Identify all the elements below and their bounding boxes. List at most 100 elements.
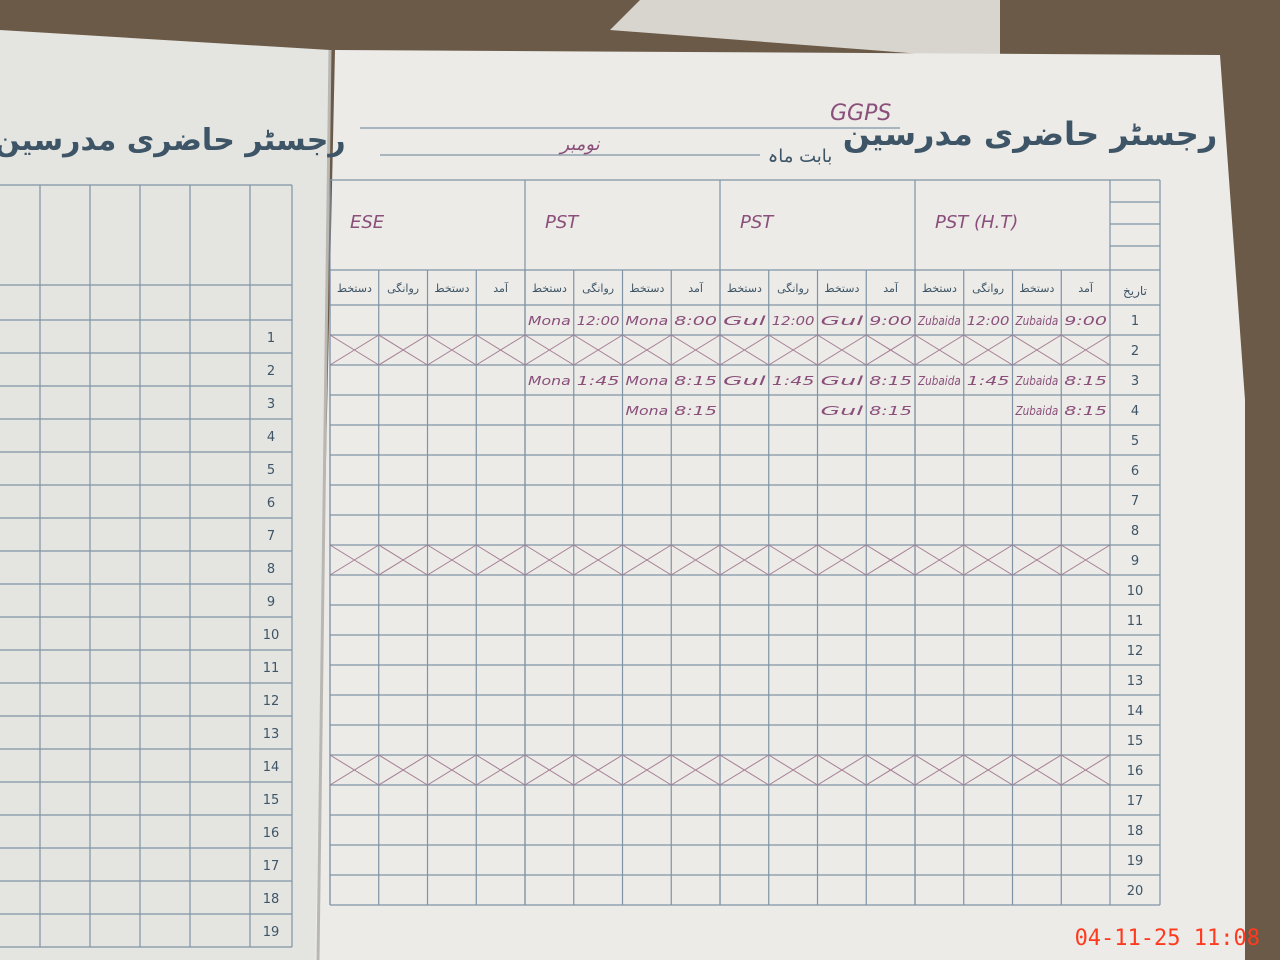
date-number: 19 [1127,854,1144,869]
paper-behind [610,0,1000,60]
holiday-cross [1012,334,1062,366]
column-header: آمد [1078,281,1094,295]
left-date-number: 3 [267,397,275,412]
left-date-number: 7 [267,529,275,544]
left-date-number: 11 [263,661,280,676]
column-header: دستخط [727,282,762,295]
book-spine [316,49,332,960]
date-number: 10 [1127,584,1144,599]
holiday-cross [378,754,428,786]
date-number: 14 [1127,704,1144,719]
attendance-entry: 1:45 [772,374,815,388]
attendance-entry: 1:45 [967,374,1010,388]
holiday-cross [475,334,526,366]
column-header: روانگی [972,282,1004,295]
date-number: 4 [1131,404,1139,419]
column-header: دستخط [922,282,957,295]
holiday-cross [329,544,380,576]
column-header: دستخط [1019,282,1054,295]
date-number: 2 [1131,344,1139,359]
designation: PST [545,212,580,233]
holiday-cross [1060,754,1111,786]
holiday-cross [914,754,965,786]
holiday-cross [768,544,818,576]
holiday-cross [768,754,818,786]
left-page-title: رجسٹر حاضری مدرسین [0,123,346,158]
attendance-entry: 8:15 [674,404,717,418]
date-number: 1 [1131,314,1139,329]
holiday-cross [1060,334,1111,366]
attendance-entry: Gul [821,314,865,328]
holiday-cross [963,754,1013,786]
left-date-number: 6 [267,496,275,511]
left-date-number: 15 [263,793,280,808]
column-header: دستخط [532,282,567,295]
date-number: 6 [1131,464,1139,479]
left-date-number: 14 [263,760,280,775]
attendance-entry: Gul [821,404,865,418]
holiday-cross [817,334,867,366]
holiday-cross [865,544,916,576]
holiday-cross [670,754,721,786]
holiday-cross [329,334,380,366]
holiday-cross [719,544,770,576]
left-date-number: 13 [263,727,280,742]
holiday-cross [427,334,477,366]
attendance-entry: Mona [626,404,669,418]
attendance-entry: 8:15 [1064,404,1107,418]
date-number: 12 [1127,644,1144,659]
column-header: دستخط [337,282,372,295]
attendance-entry: 8:15 [869,374,912,388]
holiday-cross [719,754,770,786]
holiday-cross [524,334,575,366]
holiday-cross [524,754,575,786]
attendance-entry: Gul [723,314,767,328]
left-date-number: 4 [267,430,275,445]
column-header: دستخط [434,282,469,295]
attendance-entry: 9:00 [1064,314,1107,328]
holiday-cross [573,754,623,786]
date-number: 9 [1131,554,1139,569]
register-title: رجسٹر حاضری مدرسین [843,115,1218,153]
date-number: 18 [1127,824,1144,839]
designation: ESE [350,212,385,233]
left-date-number: 19 [263,925,280,940]
left-date-number: 17 [263,859,280,874]
attendance-entry: 8:15 [1064,374,1107,388]
holiday-cross [1012,754,1062,786]
date-number: 11 [1127,614,1144,629]
attendance-entry: 1:45 [577,374,620,388]
date-number: 5 [1131,434,1139,449]
holiday-cross [865,334,916,366]
attendance-entry: Gul [723,374,767,388]
column-header: آمد [493,281,509,295]
left-date-number: 2 [267,364,275,379]
left-date-number: 16 [263,826,280,841]
designation: PST (H.T) [935,212,1018,233]
left-date-number: 9 [267,595,275,610]
holiday-cross [524,544,575,576]
date-number: 17 [1127,794,1144,809]
attendance-entry: Gul [821,374,865,388]
attendance-entry: 12:00 [772,314,815,328]
attendance-entry: Zubaida [1015,374,1059,388]
holiday-cross [914,334,965,366]
left-date-number: 12 [263,694,280,709]
column-header: دستخط [629,282,664,295]
left-date-number: 8 [267,562,275,577]
holiday-cross [817,544,867,576]
attendance-entry: Mona [528,314,571,328]
attendance-entry: Mona [528,374,571,388]
date-header: تاریخ [1123,284,1147,299]
left-date-number: 10 [263,628,280,643]
left-date-number: 1 [267,331,275,346]
school-name: GGPS [830,101,891,126]
holiday-cross [670,544,721,576]
date-number: 16 [1127,764,1144,779]
attendance-entry: Zubaida [1015,404,1059,418]
holiday-cross [719,334,770,366]
holiday-cross [378,334,428,366]
holiday-cross [1060,544,1111,576]
attendance-entry: Mona [626,314,669,328]
